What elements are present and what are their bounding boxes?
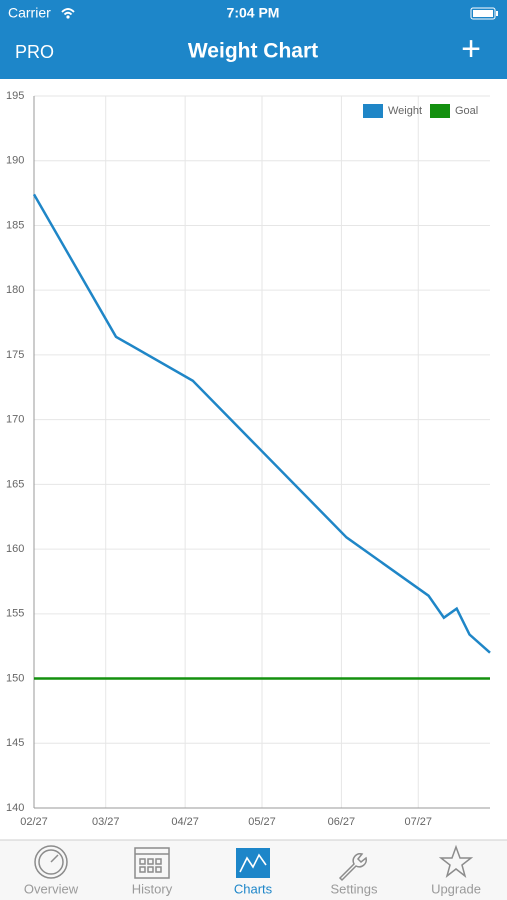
y-tick-label: 175 bbox=[6, 349, 24, 361]
y-tick-label: 180 bbox=[6, 284, 24, 296]
y-tick-label: 145 bbox=[6, 737, 24, 749]
y-tick-label: 190 bbox=[6, 155, 24, 167]
y-tick-label: 155 bbox=[6, 608, 24, 620]
tab-overview[interactable]: Overview bbox=[24, 881, 79, 896]
legend-label: Goal bbox=[455, 105, 478, 117]
carrier: Carrier bbox=[8, 5, 51, 21]
tab-settings[interactable]: Settings bbox=[331, 881, 378, 896]
x-tick-label: 03/27 bbox=[92, 816, 120, 828]
history-icon bbox=[134, 847, 170, 879]
overview-icon bbox=[34, 845, 68, 879]
battery-tip bbox=[496, 11, 498, 16]
legend-label: Weight bbox=[388, 105, 422, 117]
pro-button[interactable]: PRO bbox=[15, 42, 54, 62]
y-tick-label: 170 bbox=[6, 414, 24, 426]
upgrade-icon bbox=[438, 844, 474, 878]
y-tick-label: 185 bbox=[6, 219, 24, 231]
clock: 7:04 PM bbox=[227, 5, 280, 21]
wifi-icon bbox=[61, 8, 75, 16]
legend-swatch bbox=[363, 104, 383, 118]
charts-icon-line bbox=[239, 853, 267, 873]
x-tick-label: 04/27 bbox=[171, 816, 199, 828]
battery bbox=[470, 7, 496, 20]
x-tick-label: 06/27 bbox=[328, 816, 356, 828]
legend-swatch bbox=[430, 104, 450, 118]
tab-charts[interactable]: Charts bbox=[234, 881, 273, 896]
settings-icon bbox=[338, 853, 367, 882]
wifi-dot bbox=[66, 15, 70, 19]
x-tick-label: 05/27 bbox=[248, 816, 276, 828]
tab-upgrade[interactable]: Upgrade bbox=[431, 881, 481, 896]
y-tick-label: 195 bbox=[6, 90, 24, 102]
x-tick-label: 02/27 bbox=[20, 816, 48, 828]
y-tick-label: 150 bbox=[6, 672, 24, 684]
y-tick-label: 140 bbox=[6, 802, 24, 814]
header-bg bbox=[0, 0, 507, 79]
add-button[interactable]: + bbox=[461, 30, 481, 68]
chart: 140 145 150 155 160 165 170 175 180 185 190 195 02/2… bbox=[6, 90, 491, 828]
y-tick-label: 165 bbox=[6, 478, 24, 490]
battery-level bbox=[473, 10, 493, 17]
x-tick-label: 07/27 bbox=[405, 816, 433, 828]
series-line bbox=[32, 193, 491, 654]
nav-title: Weight Chart bbox=[188, 40, 318, 63]
tab-history[interactable]: History bbox=[132, 881, 173, 896]
y-tick-label: 160 bbox=[6, 543, 24, 555]
